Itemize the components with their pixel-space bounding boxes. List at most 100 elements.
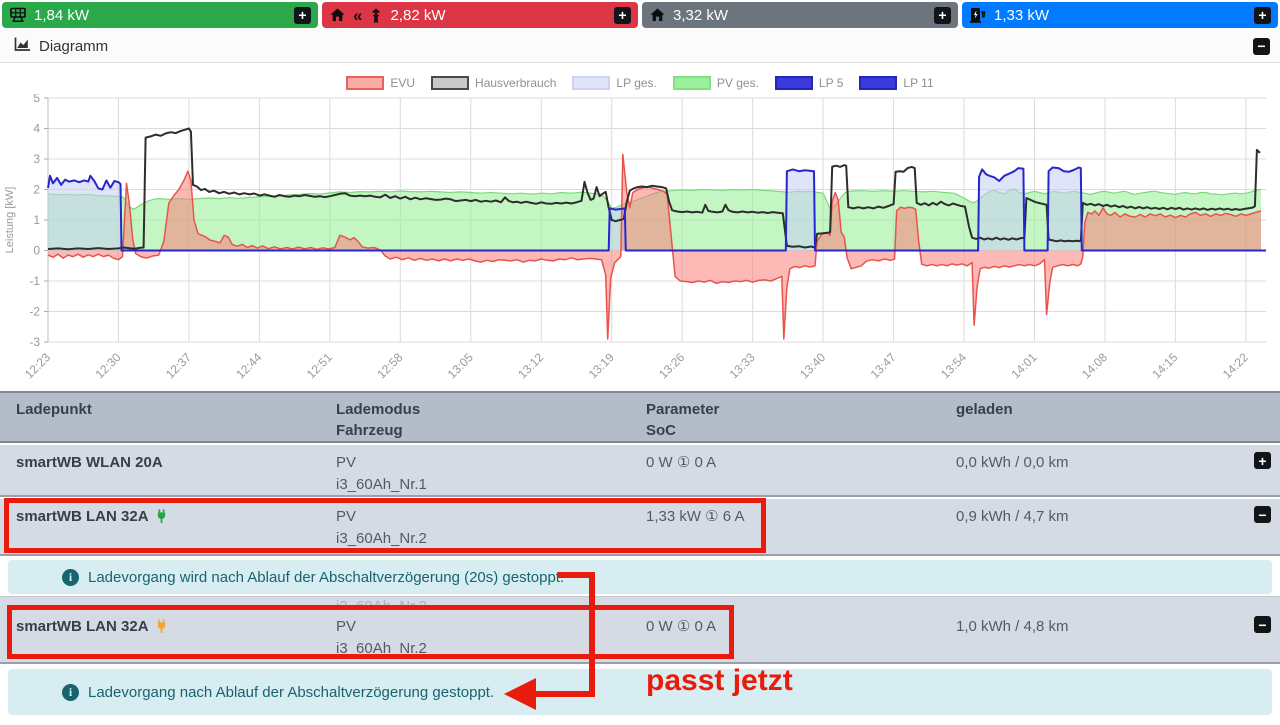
svg-text:12:23: 12:23 xyxy=(22,350,53,381)
legend-item-evu[interactable]: EVU xyxy=(346,76,415,90)
legend-item-hausverbrauch[interactable]: Hausverbrauch xyxy=(431,76,556,90)
chargepoint-name: smartWB WLAN 20A xyxy=(16,454,163,471)
svg-text:14:22: 14:22 xyxy=(1220,350,1251,381)
header-geladen: geladen xyxy=(956,401,1013,418)
svg-text:13:47: 13:47 xyxy=(868,350,899,381)
legend-swatch-lp-ges xyxy=(572,76,611,90)
svg-text:12:51: 12:51 xyxy=(304,350,335,381)
info-icon: i xyxy=(62,568,79,586)
plug-icon xyxy=(157,509,165,523)
table-row: smartWB LAN 32A PV i3_60Ah_Nr.2 0 W ① 0 A… xyxy=(0,609,1280,664)
solar-panel-icon xyxy=(9,7,27,23)
svg-text:12:30: 12:30 xyxy=(92,350,123,381)
svg-text:3: 3 xyxy=(33,152,40,166)
chart-area-icon xyxy=(14,37,31,56)
status-box-chargepoints[interactable]: 1,33 kW + xyxy=(962,2,1278,28)
svg-text:0: 0 xyxy=(33,244,40,258)
svg-text:Leistung [kW]: Leistung [kW] xyxy=(4,187,16,254)
charging-station-icon xyxy=(969,7,987,24)
table-row: smartWB WLAN 20A PV i3_60Ah_Nr.1 0 W ① 0 … xyxy=(0,445,1280,497)
house-expand-button[interactable]: + xyxy=(934,6,951,24)
alert-text: Ladevorgang nach Ablauf der Abschaltverz… xyxy=(88,683,495,701)
pv-expand-button[interactable]: + xyxy=(294,6,311,24)
charged-cell: 0,9 kWh / 4,7 km xyxy=(956,508,1069,525)
svg-text:-3: -3 xyxy=(29,335,40,349)
legend-swatch-lp11 xyxy=(859,76,898,90)
house-power-value: 3,32 kW xyxy=(673,6,729,24)
charged-cell: 0,0 kWh / 0,0 km xyxy=(956,454,1069,471)
house-icon xyxy=(649,7,666,23)
house-icon xyxy=(329,7,346,23)
legend-swatch-pv-ges xyxy=(672,76,711,90)
mode-vehicle-cell: PV i3_60Ah_Nr.2 xyxy=(336,618,427,657)
info-icon: i xyxy=(62,683,79,701)
svg-text:14:01: 14:01 xyxy=(1008,350,1039,381)
svg-text:12:58: 12:58 xyxy=(374,350,405,381)
chargepoint-table: Ladepunkt Lademodus Fahrzeug Parameter SoC… xyxy=(0,391,1280,715)
status-box-pv[interactable]: 1,84 kW + xyxy=(2,2,318,28)
diagram-card-header: Diagramm − xyxy=(0,30,1280,63)
alert-text: Ladevorgang wird nach Ablauf der Abschal… xyxy=(88,568,565,586)
legend-item-lp-ges[interactable]: LP ges. xyxy=(572,76,657,90)
svg-text:-1: -1 xyxy=(29,274,40,288)
legend-item-pv-ges[interactable]: PV ges. xyxy=(672,76,759,90)
table-row: smartWB LAN 32A PV i3_60Ah_Nr.2 1,33 kW ①… xyxy=(0,499,1280,556)
svg-text:14:15: 14:15 xyxy=(1149,350,1180,381)
legend-swatch-hausverbrauch xyxy=(431,76,470,90)
svg-text:5: 5 xyxy=(33,94,40,105)
svg-text:1: 1 xyxy=(33,213,40,227)
svg-text:13:40: 13:40 xyxy=(797,350,828,381)
svg-text:12:37: 12:37 xyxy=(163,350,194,381)
table-header: Ladepunkt Lademodus Fahrzeug Parameter SoC… xyxy=(0,391,1280,443)
legend-swatch-lp5 xyxy=(774,76,813,90)
status-box-house[interactable]: 3,32 kW + xyxy=(642,2,958,28)
row-collapse-button[interactable]: − xyxy=(1254,616,1271,633)
svg-text:13:19: 13:19 xyxy=(586,350,617,381)
charged-cell: 1,0 kWh / 4,8 km xyxy=(956,618,1069,635)
chevrons-left-icon: « xyxy=(353,5,363,25)
header-lademodus-fahrzeug: Lademodus Fahrzeug xyxy=(336,401,421,439)
header-ladepunkt: Ladepunkt xyxy=(16,401,92,418)
spliced-row-remnant: i3_60Ah_Nr.2 xyxy=(0,596,1280,609)
svg-text:4: 4 xyxy=(33,122,40,136)
legend-item-lp5[interactable]: LP 5 xyxy=(774,76,843,90)
chargepoint-name: smartWB LAN 32A xyxy=(16,506,336,554)
parameter-cell: 1,33 kW ① 6 A xyxy=(646,508,745,525)
svg-text:14:08: 14:08 xyxy=(1079,350,1110,381)
parameter-cell: 0 W ① 0 A xyxy=(646,454,717,471)
mode-vehicle-cell: PV i3_60Ah_Nr.1 xyxy=(336,454,427,493)
pylon-icon xyxy=(369,7,383,24)
diagram-title: Diagramm xyxy=(39,37,109,55)
row-collapse-button[interactable]: − xyxy=(1254,506,1271,523)
info-alert: i Ladevorgang nach Ablauf der Abschaltve… xyxy=(8,669,1272,715)
plug-icon xyxy=(157,619,165,633)
chart-legend: EVU Hausverbrauch LP ges. PV ges. LP 5 L… xyxy=(0,72,1280,94)
chargepoint-name: smartWB LAN 32A xyxy=(16,616,336,662)
chart-section: EVU Hausverbrauch LP ges. PV ges. LP 5 L… xyxy=(0,63,1280,388)
svg-text:13:12: 13:12 xyxy=(515,350,546,381)
svg-text:2: 2 xyxy=(33,183,40,197)
status-box-evu[interactable]: « 2,82 kW + xyxy=(322,2,638,28)
evu-expand-button[interactable]: + xyxy=(614,6,631,24)
pv-power-value: 1,84 kW xyxy=(34,6,90,24)
evu-power-value: 2,82 kW xyxy=(390,6,446,24)
svg-text:12:44: 12:44 xyxy=(233,350,264,381)
svg-text:13:26: 13:26 xyxy=(656,350,687,381)
svg-text:13:05: 13:05 xyxy=(445,350,476,381)
status-bar: 1,84 kW + « 2,82 kW + 3,32 kW + 1,33 xyxy=(0,0,1280,30)
parameter-cell: 0 W ① 0 A xyxy=(646,618,717,635)
svg-text:-2: -2 xyxy=(29,305,40,319)
chargepoint-expand-button[interactable]: + xyxy=(1254,6,1271,24)
row-expand-button[interactable]: + xyxy=(1254,452,1271,469)
power-time-chart: 12:23 12:30 12:37 12:44 12:51 12:58 13:05 13:12… xyxy=(4,94,1266,381)
info-alert: i Ladevorgang wird nach Ablauf der Absch… xyxy=(8,560,1272,594)
svg-text:13:54: 13:54 xyxy=(938,350,969,381)
chargepoint-power-value: 1,33 kW xyxy=(994,6,1050,24)
mode-vehicle-cell: PV i3_60Ah_Nr.2 xyxy=(336,508,427,547)
diagram-collapse-button[interactable]: − xyxy=(1253,37,1270,55)
legend-item-lp11[interactable]: LP 11 xyxy=(859,76,934,90)
svg-text:13:33: 13:33 xyxy=(727,350,758,381)
legend-swatch-evu xyxy=(346,76,385,90)
header-parameter-soc: Parameter SoC xyxy=(646,401,720,439)
